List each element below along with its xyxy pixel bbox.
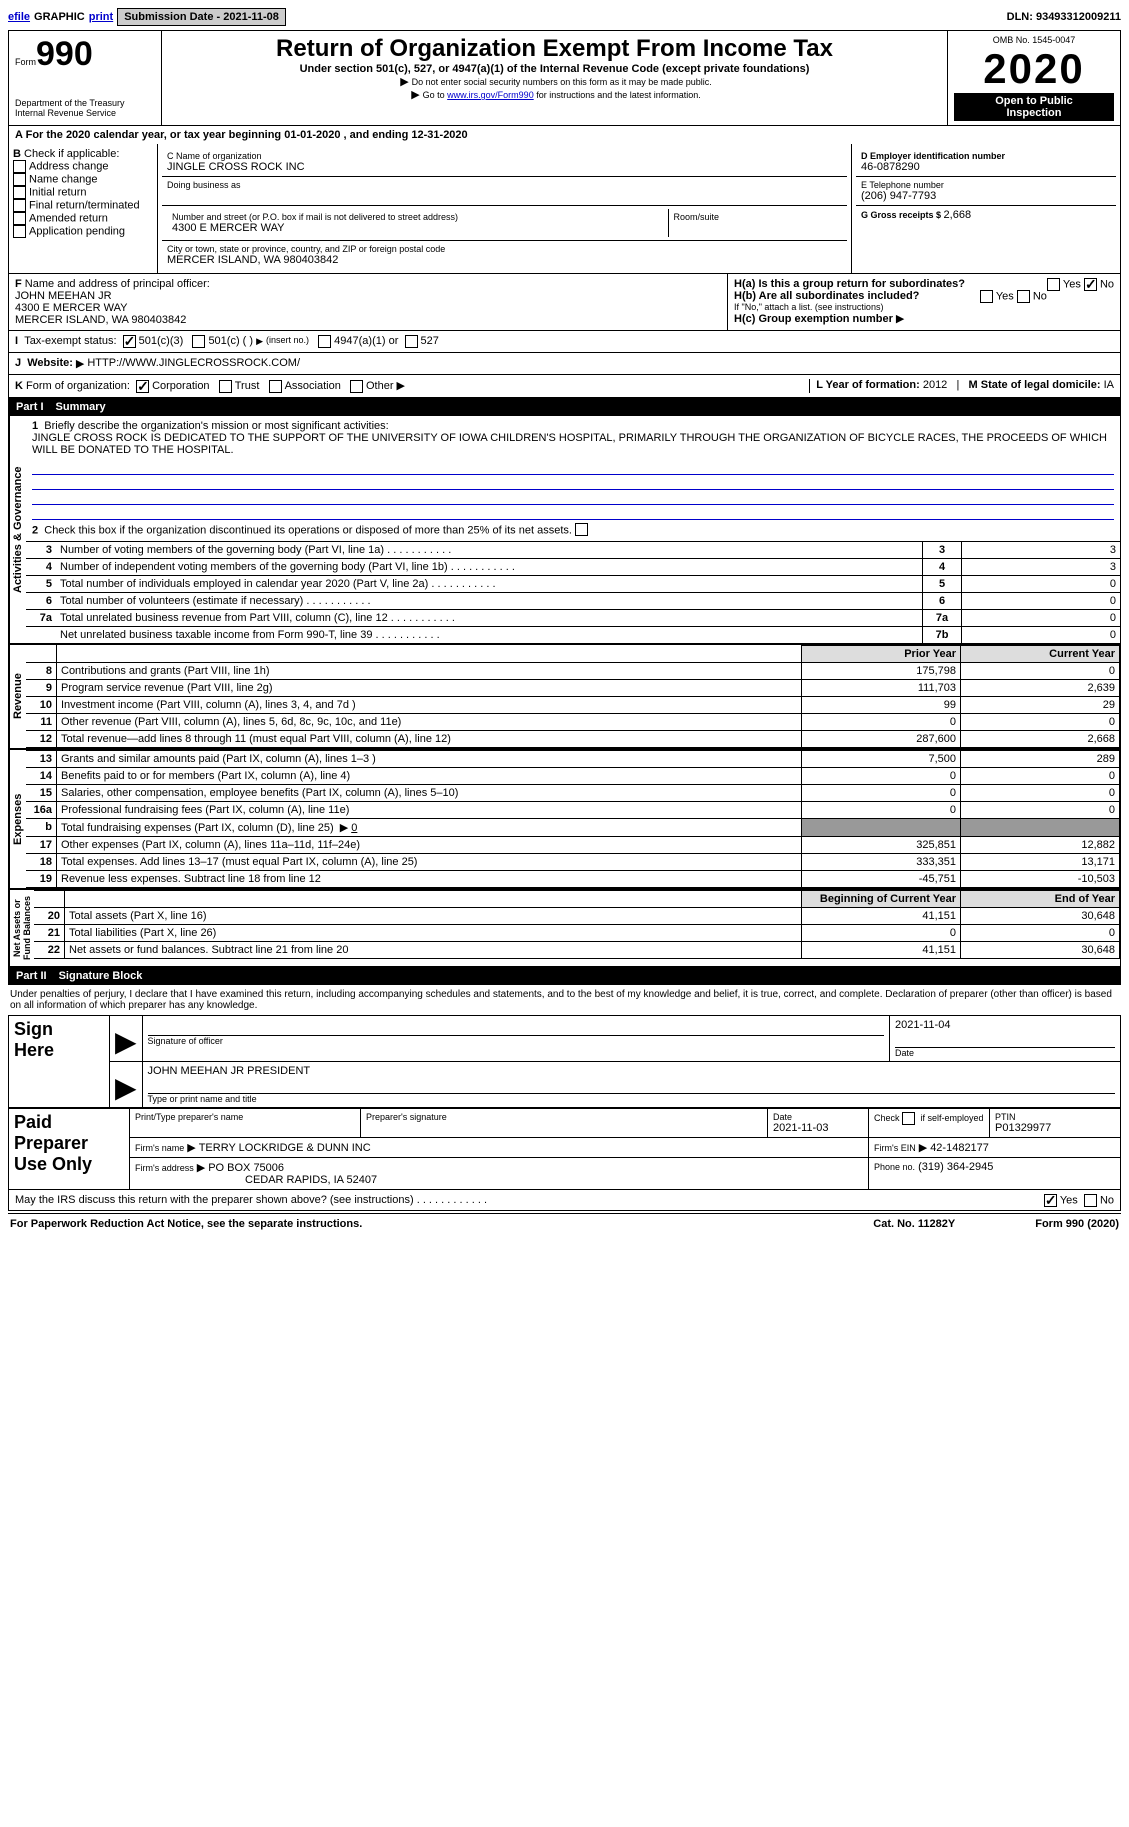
form-subtitle-2: Do not enter social security numbers on …: [412, 77, 712, 87]
part-1-header: Part I Summary: [8, 398, 1121, 416]
side-label-revenue: Revenue: [9, 645, 26, 748]
net-assets-table: Beginning of Current YearEnd of Year 20T…: [34, 890, 1120, 959]
officer-print-name: JOHN MEEHAN JR PRESIDENT: [148, 1065, 1115, 1077]
efile-link[interactable]: efile: [8, 11, 30, 23]
sign-here-label: Sign Here: [9, 1015, 110, 1107]
state-domicile: IA: [1104, 379, 1114, 391]
sig-officer-label: Signature of officer: [148, 1036, 884, 1046]
tax-period-row: A For the 2020 calendar year, or tax yea…: [8, 126, 1121, 144]
signature-intro: Under penalties of perjury, I declare th…: [8, 985, 1121, 1015]
boxb-option[interactable]: Initial return: [13, 186, 153, 199]
omb-number: OMB No. 1545-0047: [954, 35, 1114, 45]
boxb-option[interactable]: Final return/terminated: [13, 199, 153, 212]
phone: (206) 947-7793: [861, 190, 1111, 202]
part-2-header: Part II Signature Block: [8, 967, 1121, 985]
form-of-org-row: K Form of organization: Corporation Trus…: [8, 375, 1121, 398]
gross-receipts-label: G Gross receipts $: [861, 210, 944, 220]
side-label-expenses: Expenses: [9, 750, 26, 888]
mission-text: JINGLE CROSS ROCK IS DEDICATED TO THE SU…: [32, 432, 1107, 456]
paid-preparer-block: Paid Preparer Use Only Print/Type prepar…: [8, 1108, 1121, 1190]
boxb-option[interactable]: Amended return: [13, 212, 153, 225]
print-link[interactable]: print: [89, 11, 113, 23]
dept-label: Department of the Treasury Internal Reve…: [15, 98, 155, 118]
room-label: Room/suite: [674, 212, 838, 222]
line2-text: Check this box if the organization disco…: [44, 524, 572, 536]
boxb-option[interactable]: Application pending: [13, 225, 153, 238]
year-formation: 2012: [923, 379, 947, 391]
tax-exempt-status-row: I Tax-exempt status: 501(c)(3) 501(c) ( …: [8, 331, 1121, 353]
subordinates-note: If "No," attach a list. (see instruction…: [734, 302, 1114, 312]
group-exemption-label: H(c) Group exemption number: [734, 313, 893, 325]
dba-label: Doing business as: [167, 180, 842, 190]
part1-governance: Activities & Governance 1 Briefly descri…: [8, 416, 1121, 644]
mission-label: Briefly describe the organization's miss…: [44, 420, 388, 432]
form-number: 990: [36, 35, 93, 73]
website-url[interactable]: HTTP://WWW.JINGLECROSSROCK.COM/: [87, 357, 300, 370]
form-title: Return of Organization Exempt From Incom…: [168, 35, 941, 63]
discuss-row: May the IRS discuss this return with the…: [8, 1190, 1121, 1211]
open-public-badge: Open to Public Inspection: [954, 93, 1114, 121]
entity-info-block: B Check if applicable: Address changeNam…: [8, 144, 1121, 274]
officer-name: JOHN MEEHAN JR: [15, 290, 112, 302]
group-return-q: H(a) Is this a group return for subordin…: [734, 278, 965, 290]
officer-group-row: F Name and address of principal officer:…: [8, 274, 1121, 331]
tax-year: 2020: [954, 45, 1114, 93]
ein-label: D Employer identification number: [861, 151, 1111, 161]
revenue-table: Prior YearCurrent Year 8Contributions an…: [26, 645, 1120, 748]
top-toolbar: efile GRAPHIC print Submission Date - 20…: [8, 8, 1121, 26]
part1-revenue: Revenue Prior YearCurrent Year 8Contribu…: [8, 644, 1121, 749]
officer-addr1: 4300 E MERCER WAY: [15, 302, 127, 314]
preparer-date: 2021-11-03: [773, 1122, 863, 1134]
part1-net-assets: Net Assets or Fund Balances Beginning of…: [8, 889, 1121, 967]
firm-ein: 42-1482177: [930, 1142, 989, 1154]
expenses-table: 13Grants and similar amounts paid (Part …: [26, 750, 1120, 888]
governance-table: 3Number of voting members of the governi…: [26, 541, 1120, 643]
city-state-zip: MERCER ISLAND, WA 980403842: [167, 254, 842, 266]
officer-addr2: MERCER ISLAND, WA 980403842: [15, 314, 186, 326]
website-row: J Website: HTTP://WWW.JINGLECROSSROCK.CO…: [8, 353, 1121, 375]
paid-preparer-label: Paid Preparer Use Only: [9, 1108, 130, 1189]
irs-link[interactable]: www.irs.gov/Form990: [447, 90, 534, 100]
phone-label: E Telephone number: [861, 180, 1111, 190]
ptin: P01329977: [995, 1122, 1115, 1134]
sign-here-block: Sign Here ▶ Signature of officer 2021-11…: [8, 1015, 1121, 1108]
boxb-option[interactable]: Name change: [13, 173, 153, 186]
street-address: 4300 E MERCER WAY: [172, 222, 663, 234]
sig-date: 2021-11-04: [895, 1019, 1115, 1031]
firm-address2: CEDAR RAPIDS, IA 52407: [245, 1174, 377, 1186]
submission-date-box: Submission Date - 2021-11-08: [117, 8, 286, 26]
subordinates-q: H(b) Are all subordinates included?: [734, 290, 919, 302]
dln-box: DLN: 93493312009211: [1007, 11, 1121, 23]
graphic-label: GRAPHIC: [34, 11, 85, 23]
form-word: Form: [15, 57, 36, 67]
firm-address: PO BOX 75006: [208, 1162, 284, 1174]
footer-left: For Paperwork Reduction Act Notice, see …: [10, 1218, 362, 1230]
boxb-option[interactable]: Address change: [13, 160, 153, 173]
form-header: Form990 Department of the Treasury Inter…: [8, 30, 1121, 126]
gross-receipts: 2,668: [944, 209, 972, 221]
form-subtitle-1: Under section 501(c), 527, or 4947(a)(1)…: [168, 63, 941, 75]
side-label-governance: Activities & Governance: [9, 416, 26, 643]
org-name: JINGLE CROSS ROCK INC: [167, 161, 842, 173]
footer-right: Form 990 (2020): [1035, 1218, 1119, 1230]
side-label-net: Net Assets or Fund Balances: [9, 890, 34, 966]
org-name-label: C Name of organization: [167, 151, 842, 161]
page-footer: For Paperwork Reduction Act Notice, see …: [8, 1213, 1121, 1234]
city-label: City or town, state or province, country…: [167, 244, 842, 254]
firm-name: TERRY LOCKRIDGE & DUNN INC: [199, 1142, 371, 1154]
footer-cat: Cat. No. 11282Y: [873, 1218, 955, 1230]
ein: 46-0878290: [861, 161, 1111, 173]
part1-expenses: Expenses 13Grants and similar amounts pa…: [8, 749, 1121, 889]
firm-phone: (319) 364-2945: [918, 1161, 993, 1173]
street-label: Number and street (or P.O. box if mail i…: [172, 212, 663, 222]
